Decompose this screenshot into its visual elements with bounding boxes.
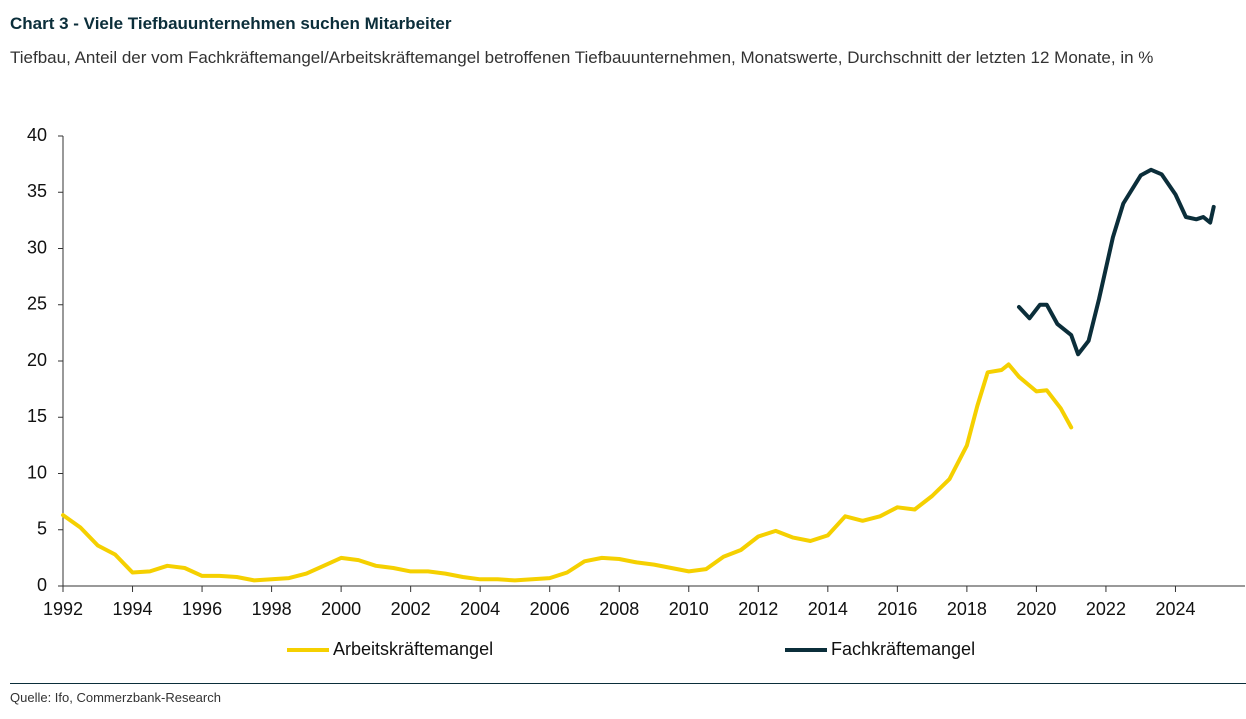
x-tick-label: 1994 xyxy=(113,599,153,619)
series-line xyxy=(61,362,1074,583)
x-tick-label: 2016 xyxy=(877,599,917,619)
legend-label: Arbeitskräftemangel xyxy=(333,639,493,659)
chart-title: Chart 3 - Viele Tiefbauunternehmen suche… xyxy=(10,14,452,33)
x-tick-label: 2020 xyxy=(1016,599,1056,619)
y-tick-label: 10 xyxy=(27,462,47,482)
x-tick-label: 2002 xyxy=(391,599,431,619)
y-tick-label: 5 xyxy=(37,519,47,539)
chart-subtitle: Tiefbau, Anteil der vom Fachkräftemangel… xyxy=(10,48,1154,67)
y-tick-label: 0 xyxy=(37,575,47,595)
x-tick-label: 2008 xyxy=(599,599,639,619)
y-tick-label: 20 xyxy=(27,350,47,370)
x-tick-label: 2024 xyxy=(1155,599,1195,619)
x-tick-label: 2000 xyxy=(321,599,361,619)
y-tick-label: 15 xyxy=(27,406,47,426)
divider xyxy=(10,683,1246,684)
source: Quelle: Ifo, Commerzbank-Research xyxy=(10,690,221,705)
series-line xyxy=(1017,167,1216,357)
x-tick-label: 2004 xyxy=(460,599,500,619)
y-tick-label: 30 xyxy=(27,237,47,257)
legend-label: Fachkräftemangel xyxy=(831,639,975,659)
y-tick-label: 35 xyxy=(27,181,47,201)
x-tick-label: 2014 xyxy=(808,599,848,619)
x-tick-label: 1998 xyxy=(252,599,292,619)
chart: 0 5 10 15 20 25 30 35 40 1992 1994 1996 1998 2000 2002… xyxy=(27,125,1245,659)
x-tick-label: 2010 xyxy=(669,599,709,619)
x-tick-label: 1996 xyxy=(182,599,222,619)
y-tick-label: 40 xyxy=(27,125,47,145)
x-tick-label: 1992 xyxy=(43,599,83,619)
x-tick-label: 2022 xyxy=(1086,599,1126,619)
x-tick-label: 2006 xyxy=(530,599,570,619)
x-tick-label: 2018 xyxy=(947,599,987,619)
y-tick-label: 25 xyxy=(27,294,47,314)
x-tick-label: 2012 xyxy=(738,599,778,619)
